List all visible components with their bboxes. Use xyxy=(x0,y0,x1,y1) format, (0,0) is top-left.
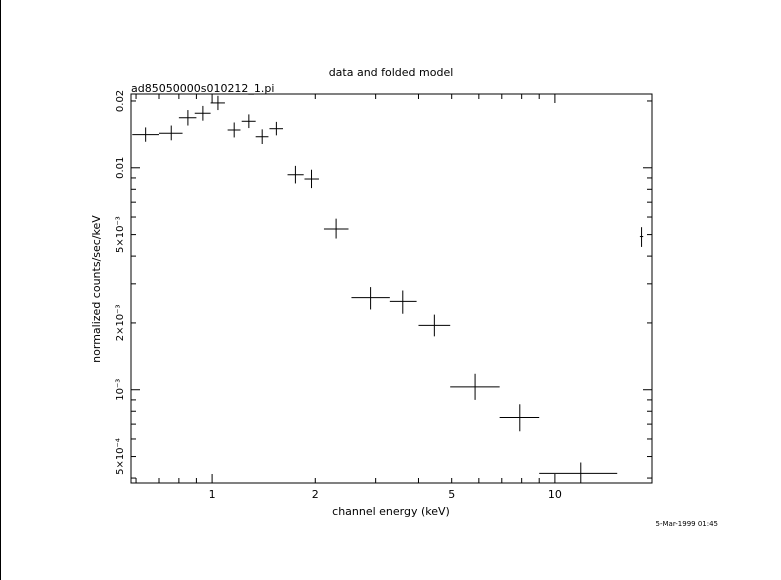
plot-frame xyxy=(130,93,653,484)
data-point xyxy=(323,218,349,239)
axis-ticks: 1 2 5 10 5×10⁻⁴ 10⁻³ 2×10⁻³ 5×10⁻³ 0.01 0.02 xyxy=(115,90,652,501)
data-point xyxy=(450,373,500,400)
x-tick-label: 2 xyxy=(312,488,319,501)
data-point xyxy=(132,127,159,142)
x-axis-label: channel energy (keV) xyxy=(332,505,450,518)
y-tick-label: 5×10⁻⁴ xyxy=(115,438,126,475)
y-tick-label: 2×10⁻³ xyxy=(115,305,126,342)
data-point xyxy=(241,114,256,129)
y-tick-label: 10⁻³ xyxy=(115,379,126,401)
data-point xyxy=(389,290,417,314)
timestamp: 5-Mar-1999 01:45 xyxy=(656,520,718,528)
data-point xyxy=(639,227,644,247)
data-point xyxy=(351,287,390,310)
data-point xyxy=(287,165,304,184)
chart-subtitle: ad85050000s010212_1.pi xyxy=(131,82,274,95)
y-axis-label: normalized counts/sec/keV xyxy=(90,215,103,363)
data-point xyxy=(539,462,618,483)
y-tick-label: 5×10⁻³ xyxy=(115,216,126,253)
data-points xyxy=(132,95,644,483)
data-point xyxy=(227,122,241,138)
data-point xyxy=(418,314,451,337)
data-point xyxy=(269,121,283,136)
data-point xyxy=(194,105,211,121)
y-tick-label: 0.02 xyxy=(115,90,126,112)
chart-title: data and folded model xyxy=(329,66,454,79)
data-point xyxy=(210,95,225,111)
x-tick-label: 10 xyxy=(548,488,562,501)
y-tick-label: 0.01 xyxy=(115,157,126,179)
data-point xyxy=(255,129,269,144)
data-point xyxy=(178,110,197,126)
data-point xyxy=(158,125,183,141)
data-point xyxy=(304,169,319,189)
data-point xyxy=(499,404,540,432)
x-tick-label: 5 xyxy=(448,488,455,501)
window-left-edge xyxy=(0,0,1,580)
x-tick-label: 1 xyxy=(209,488,216,501)
